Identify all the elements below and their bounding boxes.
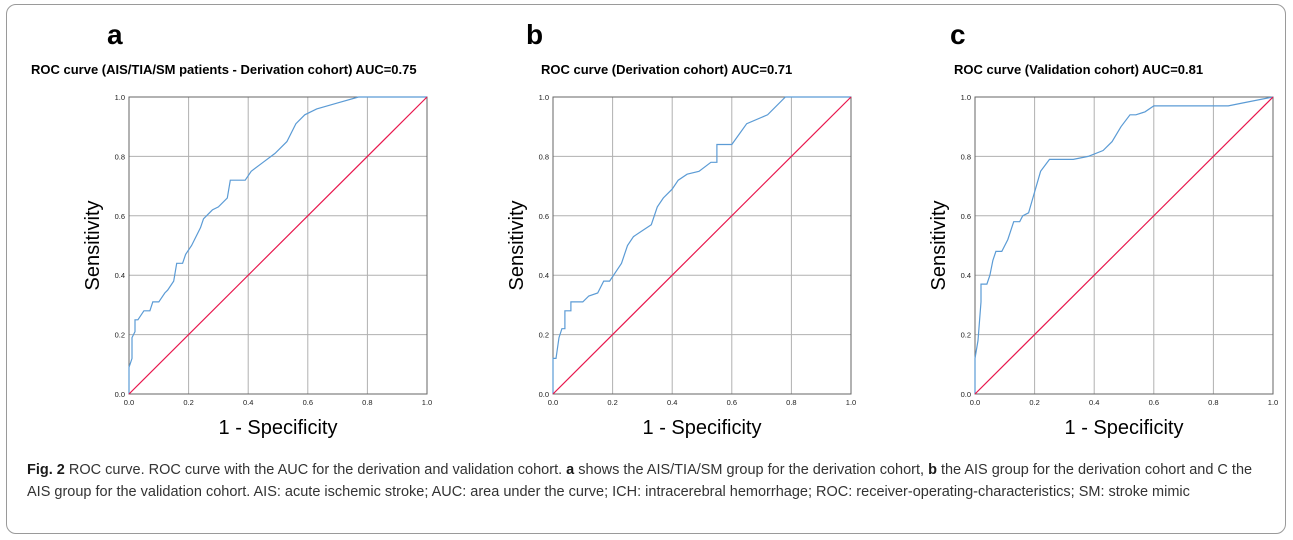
y-tick-label: 1.0 — [539, 93, 549, 102]
y-tick-label: 0.4 — [539, 271, 549, 280]
y-axis-label: Sensitivity — [506, 200, 528, 290]
x-axis-label: 1 - Specificity — [643, 417, 762, 439]
plot-area — [974, 96, 1274, 395]
y-axis-label: Sensitivity — [928, 200, 950, 290]
y-tick-label: 0.2 — [961, 331, 971, 340]
caption-fig-label: Fig. 2 — [27, 462, 65, 478]
x-tick-label: 0.4 — [667, 398, 677, 407]
y-tick-label: 1.0 — [115, 93, 125, 102]
y-tick-label: 0.6 — [539, 212, 549, 221]
panel-letter-c: c — [950, 19, 966, 50]
x-tick-label: 0.6 — [1149, 398, 1159, 407]
x-tick-label: 0.8 — [1208, 398, 1218, 407]
caption-panel-a-label: a — [566, 462, 575, 478]
y-tick-label: 0.0 — [539, 390, 549, 399]
x-tick-label: 0.8 — [362, 398, 372, 407]
x-tick-label: 0.2 — [1029, 398, 1039, 407]
roc-curve-line — [552, 96, 851, 394]
x-tick-label: 0.6 — [727, 398, 737, 407]
roc-curve-line — [974, 96, 1274, 394]
caption-text-2: shows the AIS/TIA/SM group for the deriv… — [574, 462, 929, 478]
y-tick-label: 1.0 — [961, 93, 971, 102]
reference-diagonal-line — [974, 96, 1274, 395]
roc-chart-a: 0.0 0.2 0.4 0.6 0.8 1.0 0.0 0.2 0.4 0.6 0.8 1.0 1 - … — [82, 93, 432, 439]
panel-letter-a: a — [107, 19, 123, 50]
x-tick-label: 0.0 — [124, 398, 134, 407]
x-tick-label: 1.0 — [1268, 398, 1278, 407]
y-tick-label: 0.2 — [539, 331, 549, 340]
roc-curve-line — [128, 96, 427, 394]
x-tick-label: 0.6 — [303, 398, 313, 407]
x-axis-label: 1 - Specificity — [219, 417, 338, 439]
panel-title-a: ROC curve (AIS/TIA/SM patients - Derivat… — [31, 62, 417, 77]
y-tick-label: 0.6 — [115, 212, 125, 221]
y-tick-label: 0.2 — [115, 331, 125, 340]
x-tick-label: 0.0 — [970, 398, 980, 407]
x-tick-label: 0.2 — [607, 398, 617, 407]
caption-text-3: the AIS group for the derivation cohort … — [27, 462, 1253, 500]
x-tick-label: 0.4 — [1089, 398, 1099, 407]
caption-panel-b-label: b — [928, 462, 937, 478]
y-tick-label: 0.4 — [961, 271, 971, 280]
y-tick-label: 0.6 — [961, 212, 971, 221]
y-tick-label: 0.0 — [115, 390, 125, 399]
panel-c: c ROC curve (Validation cohort) AUC=0.81… — [853, 5, 1283, 455]
roc-chart-b: 0.0 0.2 0.4 0.6 0.8 1.0 0.0 0.2 0.4 0.6 0.8 1.0 1 - … — [506, 93, 856, 439]
plot-area — [552, 96, 852, 395]
panel-title-c: ROC curve (Validation cohort) AUC=0.81 — [954, 62, 1204, 77]
figure-frame: a ROC curve (AIS/TIA/SM patients - Deriv… — [6, 4, 1286, 534]
caption-text-1: ROC curve. ROC curve with the AUC for th… — [64, 462, 567, 478]
reference-diagonal-line — [128, 96, 428, 395]
y-tick-label: 0.4 — [115, 271, 125, 280]
y-tick-label: 0.0 — [961, 390, 971, 399]
x-tick-label: 0.0 — [548, 398, 558, 407]
panel-letter-b: b — [526, 19, 544, 50]
x-tick-label: 0.8 — [786, 398, 796, 407]
figure-caption: Fig. 2 ROC curve. ROC curve with the AUC… — [27, 459, 1272, 503]
y-tick-label: 0.8 — [539, 152, 549, 161]
x-tick-label: 1.0 — [422, 398, 432, 407]
panel-title-b: ROC curve (Derivation cohort) AUC=0.71 — [541, 62, 793, 77]
panel-a: a ROC curve (AIS/TIA/SM patients - Deriv… — [7, 5, 437, 455]
plot-area — [128, 96, 428, 395]
x-tick-label: 0.4 — [243, 398, 253, 407]
y-tick-label: 0.8 — [961, 152, 971, 161]
panel-b: b ROC curve (Derivation cohort) AUC=0.71… — [431, 5, 861, 455]
x-tick-label: 1.0 — [846, 398, 856, 407]
y-axis-label: Sensitivity — [82, 200, 104, 290]
x-axis-label: 1 - Specificity — [1065, 417, 1184, 439]
reference-diagonal-line — [552, 96, 852, 395]
y-tick-label: 0.8 — [115, 152, 125, 161]
x-tick-label: 0.2 — [183, 398, 193, 407]
roc-chart-c: 0.0 0.2 0.4 0.6 0.8 1.0 0.0 0.2 0.4 0.6 0.8 1.0 1 - … — [928, 93, 1278, 439]
